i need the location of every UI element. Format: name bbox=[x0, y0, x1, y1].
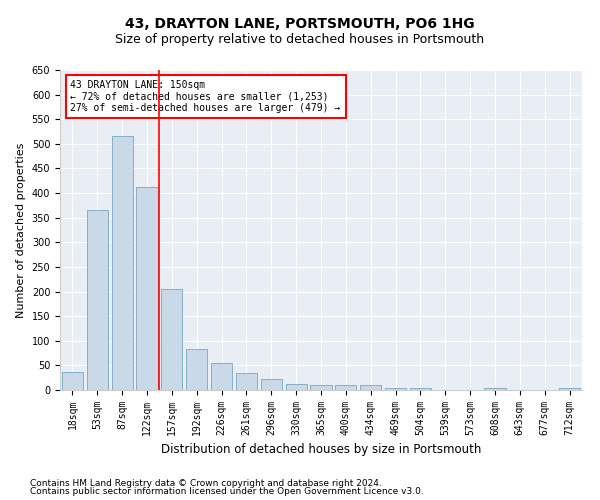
Bar bbox=[385, 388, 406, 390]
Bar bbox=[559, 388, 580, 390]
Text: 43 DRAYTON LANE: 150sqm
← 72% of detached houses are smaller (1,253)
27% of semi: 43 DRAYTON LANE: 150sqm ← 72% of detache… bbox=[70, 80, 341, 113]
Text: 43, DRAYTON LANE, PORTSMOUTH, PO6 1HG: 43, DRAYTON LANE, PORTSMOUTH, PO6 1HG bbox=[125, 18, 475, 32]
Bar bbox=[310, 385, 332, 390]
Text: Size of property relative to detached houses in Portsmouth: Size of property relative to detached ho… bbox=[115, 32, 485, 46]
Bar bbox=[335, 385, 356, 390]
X-axis label: Distribution of detached houses by size in Portsmouth: Distribution of detached houses by size … bbox=[161, 444, 481, 456]
Text: Contains HM Land Registry data © Crown copyright and database right 2024.: Contains HM Land Registry data © Crown c… bbox=[30, 478, 382, 488]
Bar bbox=[360, 385, 381, 390]
Bar bbox=[161, 289, 182, 390]
Bar bbox=[261, 379, 282, 390]
Y-axis label: Number of detached properties: Number of detached properties bbox=[16, 142, 26, 318]
Text: Contains public sector information licensed under the Open Government Licence v3: Contains public sector information licen… bbox=[30, 487, 424, 496]
Bar bbox=[186, 349, 207, 390]
Bar bbox=[236, 373, 257, 390]
Bar bbox=[112, 136, 133, 390]
Bar bbox=[62, 372, 83, 390]
Bar bbox=[286, 384, 307, 390]
Bar bbox=[87, 210, 108, 390]
Bar bbox=[211, 363, 232, 390]
Bar bbox=[136, 187, 158, 390]
Bar bbox=[410, 388, 431, 390]
Bar bbox=[484, 388, 506, 390]
